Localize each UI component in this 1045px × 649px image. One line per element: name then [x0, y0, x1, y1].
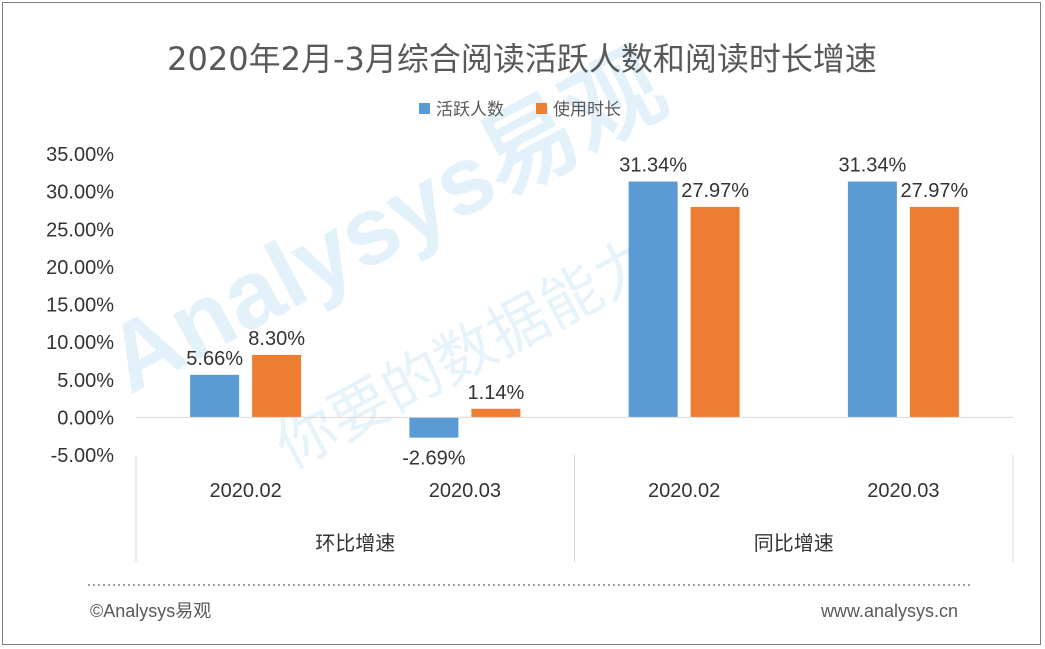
y-tick-label: 15.00% — [46, 295, 114, 317]
group-label: 环比增速 — [315, 531, 395, 555]
data-label: 31.34% — [619, 155, 687, 177]
data-label: 8.30% — [248, 328, 305, 350]
data-label: 1.14% — [468, 382, 525, 404]
bar-active-users — [409, 417, 459, 438]
bar-usage-time — [471, 408, 521, 418]
legend: 活跃人数 使用时长 — [419, 99, 621, 120]
y-tick-label: 25.00% — [46, 219, 114, 241]
y-tick-label: 20.00% — [46, 257, 114, 279]
legend-swatch-usage-time — [536, 103, 547, 114]
group-label: 同比增速 — [754, 531, 834, 555]
y-tick-label: 30.00% — [46, 182, 114, 204]
bar-usage-time — [690, 206, 740, 418]
data-label: 31.34% — [838, 155, 906, 177]
x-axis: 2020.02 2020.03 2020.02 2020.03 环比增速 同比增速 — [209, 480, 939, 555]
bar-active-users — [628, 181, 678, 418]
y-tick-label: 35.00% — [46, 144, 114, 166]
y-tick-label: 5.00% — [57, 370, 114, 392]
bar-usage-time — [909, 206, 959, 418]
x-tick-label: 2020.02 — [209, 480, 281, 502]
y-tick-label: -5.00% — [51, 445, 115, 467]
legend-label-active-users: 活跃人数 — [436, 100, 504, 120]
data-label: 5.66% — [186, 348, 243, 370]
data-label: 27.97% — [681, 180, 749, 202]
bar-active-users — [847, 181, 897, 418]
y-axis: 35.00% 30.00% 25.00% 20.00% 15.00% 10.00% 5.00… — [46, 144, 114, 467]
y-tick-label: 10.00% — [46, 332, 114, 354]
x-tick-label: 2020.02 — [648, 480, 720, 502]
legend-swatch-active-users — [419, 103, 430, 114]
watermark: Analysys易观 你要的数据能力 — [90, 31, 682, 483]
x-tick-label: 2020.03 — [429, 480, 501, 502]
bar-usage-time — [252, 354, 302, 418]
data-label: -2.69% — [402, 448, 466, 470]
chart-title: 2020年2月-3月综合阅读活跃人数和阅读时长增速 — [167, 40, 877, 78]
y-tick-label: 0.00% — [57, 407, 114, 429]
data-label: 27.97% — [900, 180, 968, 202]
legend-label-usage-time: 使用时长 — [553, 99, 621, 120]
plot-area: 5.66%8.30% -2.69% 1.14% 31.34% 27.97% 31.34% 2… — [186, 155, 968, 470]
x-tick-label: 2020.03 — [867, 480, 939, 502]
bar-active-users — [190, 374, 240, 418]
x-axis-dividers — [135, 455, 1014, 562]
footer-copyright: ©Analysys易观 — [90, 601, 211, 621]
footer-website: www.analysys.cn — [820, 601, 958, 621]
